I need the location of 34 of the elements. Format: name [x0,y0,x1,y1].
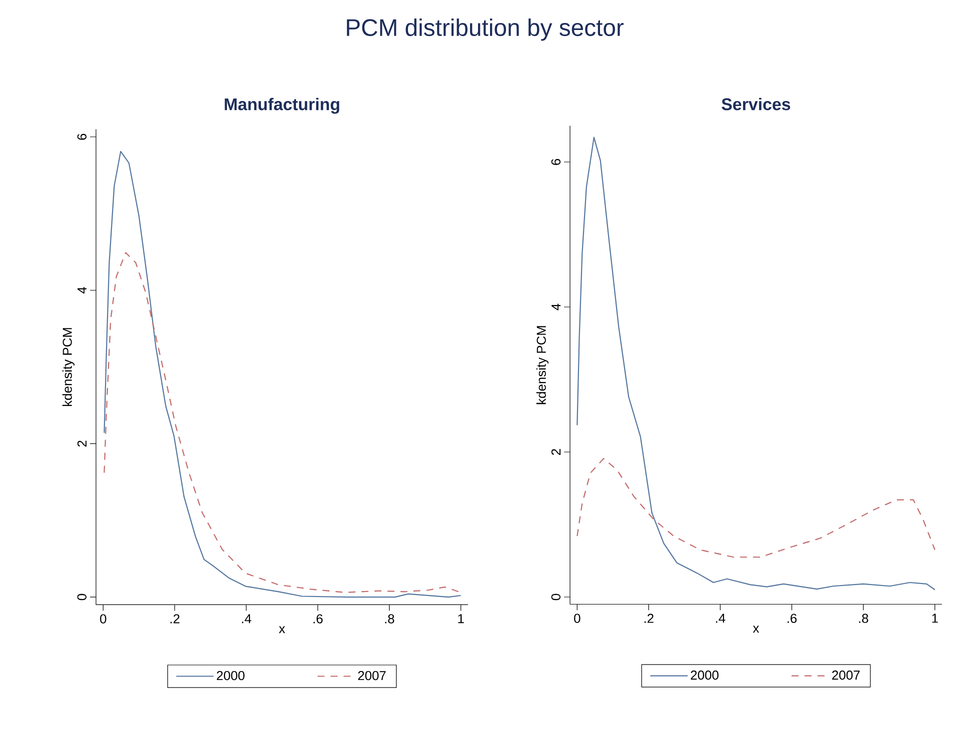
y-tick-label: 0 [77,594,86,600]
x-tick-label: .6 [788,614,797,623]
x-tick-label: .6 [314,614,323,624]
x-tick-label: 0 [100,614,106,624]
chart-title: Manufacturing [224,98,340,114]
y-tick-label: 6 [77,134,86,140]
y-axis-title: kdensity PCM [62,328,74,406]
line-series [104,252,462,593]
x-tick-label: .2 [644,614,654,623]
y-tick-label: 2 [551,449,560,455]
legend-label: 2000 [690,670,719,680]
y-tick-label: 4 [552,304,560,310]
x-tick-label: .2 [170,614,180,624]
y-tick-label: 2 [77,440,86,447]
legend-label: 2000 [216,670,245,680]
line-series [576,458,936,558]
x-tick-label: .8 [385,614,394,624]
legend-label: 2007 [832,670,860,680]
x-tick-label: 1 [932,614,938,623]
chart-title: Services [722,98,790,110]
x-axis-title: x [278,626,286,634]
x-tick-label: 1 [458,614,464,624]
y-axis-title: kdensity PCM [536,326,548,404]
x-tick-label: 0 [574,614,580,623]
x-tick-label: .4 [242,614,252,624]
y-tick-label: 6 [551,158,560,165]
text: PCM distribution by sector [346,18,624,41]
x-tick-label: .4 [716,614,726,623]
x-axis-title: x [752,626,760,633]
y-tick-label: 0 [551,594,560,600]
line-series [576,136,936,590]
legend-label: 2007 [358,670,386,680]
x-tick-label: .8 [859,614,868,623]
y-tick-label: 4 [78,287,86,294]
